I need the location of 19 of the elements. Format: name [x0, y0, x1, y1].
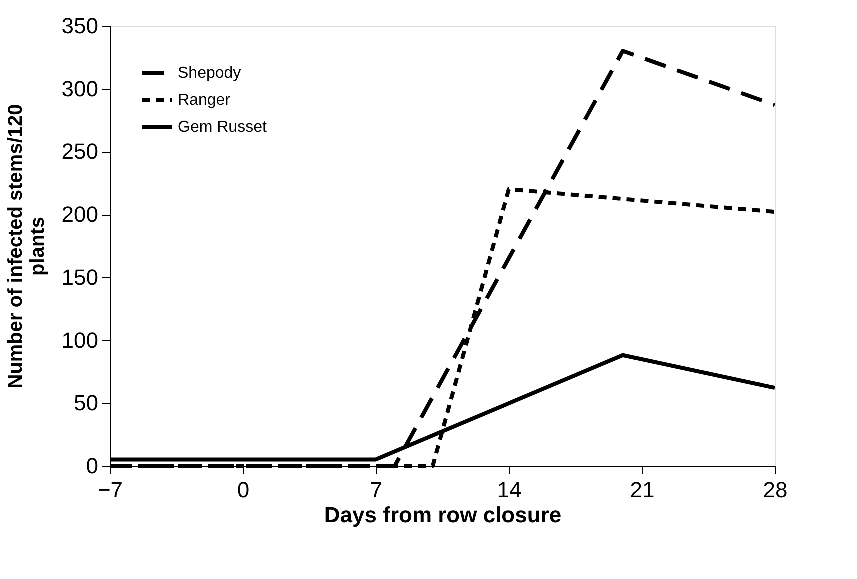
y-axis-title: Number of infected stems/120 plants: [4, 104, 49, 389]
x-tick-label: −7: [98, 478, 124, 502]
y-tick-label: 100: [62, 328, 98, 353]
y-tick-label: 0: [86, 454, 98, 478]
y-tick-label: 250: [62, 139, 98, 164]
legend-label: Ranger: [178, 92, 232, 109]
x-tick-label: 28: [763, 478, 788, 502]
legend-label: Shepody: [178, 65, 242, 82]
x-tick-label: 14: [497, 478, 522, 502]
y-tick-label: 350: [62, 14, 98, 38]
x-tick-label: 7: [370, 478, 383, 502]
y-tick-label: 300: [62, 76, 98, 102]
legend-label: Gem Russet: [178, 119, 268, 136]
x-tick-label: 0: [237, 478, 250, 502]
y-tick-label: 200: [62, 202, 98, 228]
x-tick-label: 21: [630, 478, 655, 502]
y-tick-label: 50: [74, 390, 98, 416]
x-axis-title: Days from row closure: [324, 502, 562, 528]
y-tick-label: 150: [62, 264, 98, 290]
